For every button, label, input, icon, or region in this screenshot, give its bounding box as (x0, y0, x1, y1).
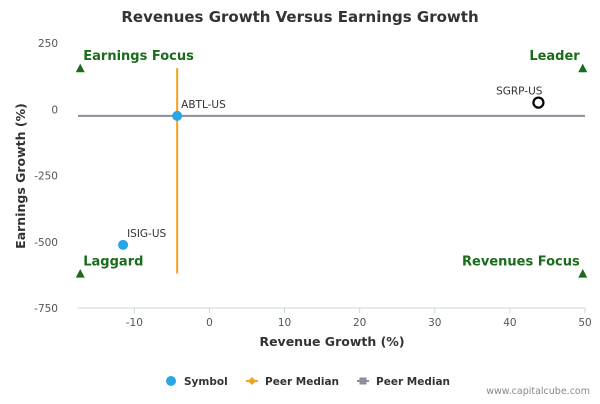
quadrant-label-top-left: Earnings Focus (83, 49, 194, 64)
chart-title: Revenues Growth Versus Earnings Growth (121, 8, 478, 26)
legend-square-marker (359, 377, 367, 385)
data-label: ABTL-US (181, 99, 226, 111)
y-tick-label: 250 (38, 38, 58, 50)
legend-label: Peer Median (265, 376, 339, 388)
data-point[interactable] (118, 239, 129, 250)
quadrant-label-bottom-left: Laggard (83, 255, 143, 270)
quadrant-label-top-right: Leader (529, 49, 580, 64)
y-tick-label: -250 (34, 171, 58, 183)
x-tick-label: 30 (428, 317, 441, 329)
legend-symbol-marker (166, 376, 176, 386)
legend-diamond-marker (248, 377, 256, 385)
plot-area: -10 0 10 20 30 40 50 250 0 -250 -500 -750 Earnings F… (34, 38, 592, 329)
legend-label: Symbol (184, 376, 228, 388)
data-point[interactable] (172, 110, 183, 121)
quadrant-marker-bottom-right (578, 269, 588, 278)
y-axis-label: Earnings Growth (%) (13, 103, 28, 249)
legend-item[interactable]: Peer Median (246, 376, 339, 388)
x-tick-label: 50 (578, 317, 591, 329)
data-label: ISIG-US (127, 228, 166, 240)
x-axis-label: Revenue Growth (%) (259, 334, 404, 349)
legend-label: Peer Median (376, 376, 450, 388)
x-tick-label: 0 (206, 317, 213, 329)
y-tick-label: -500 (34, 237, 58, 249)
legend-item[interactable]: Symbol (166, 376, 228, 388)
quadrant-label-bottom-right: Revenues Focus (462, 255, 580, 270)
quadrant-marker-top-right (578, 63, 588, 73)
y-tick-label: 0 (51, 104, 58, 116)
watermark: www.capitalcube.com (486, 386, 590, 397)
x-tick-label: 20 (353, 317, 366, 329)
x-tick-label: -10 (126, 317, 143, 329)
x-tick-label: 10 (278, 317, 291, 329)
quadrant-marker-top-left (75, 63, 85, 73)
data-label: SGRP-US (496, 86, 543, 98)
data-point[interactable] (532, 96, 545, 109)
x-tick-label: 40 (503, 317, 516, 329)
legend-item[interactable]: Peer Median (357, 376, 450, 388)
y-tick-label: -750 (34, 303, 58, 315)
legend: Symbol Peer Median Peer Median (166, 376, 450, 388)
quadrant-marker-bottom-left (75, 269, 85, 278)
